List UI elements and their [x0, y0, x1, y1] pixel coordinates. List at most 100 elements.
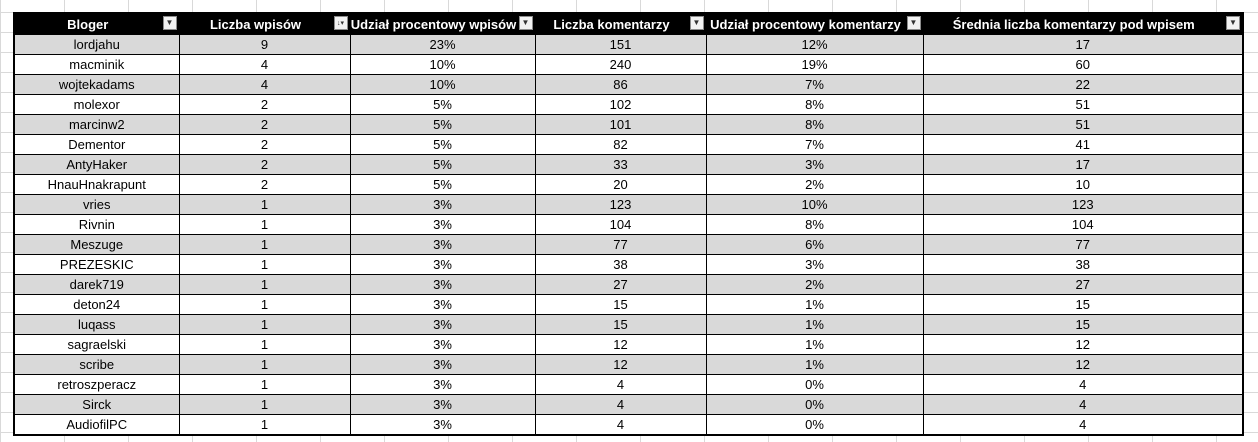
cell-liczba-wpisow[interactable]: 1: [179, 234, 351, 255]
column-header-liczba-wpisow[interactable]: Liczba wpisów ↓▾: [179, 13, 351, 35]
cell-udzial-komentarzy[interactable]: 0%: [706, 374, 924, 395]
cell-liczba-komentarzy[interactable]: 101: [535, 114, 707, 135]
cell-bloger[interactable]: Dementor: [14, 134, 180, 155]
cell-udzial-wpisow[interactable]: 5%: [350, 94, 536, 115]
cell-liczba-komentarzy[interactable]: 27: [535, 274, 707, 295]
cell-udzial-wpisow[interactable]: 3%: [350, 294, 536, 315]
cell-udzial-wpisow[interactable]: 3%: [350, 254, 536, 275]
cell-udzial-komentarzy[interactable]: 6%: [706, 234, 924, 255]
cell-liczba-wpisow[interactable]: 1: [179, 374, 351, 395]
cell-liczba-komentarzy[interactable]: 151: [535, 34, 707, 55]
cell-udzial-komentarzy[interactable]: 3%: [706, 254, 924, 275]
cell-bloger[interactable]: Rivnin: [14, 214, 180, 235]
cell-srednia-komentarzy[interactable]: 4: [923, 414, 1244, 436]
cell-liczba-komentarzy[interactable]: 33: [535, 154, 707, 175]
cell-udzial-komentarzy[interactable]: 2%: [706, 174, 924, 195]
cell-bloger[interactable]: retroszperacz: [14, 374, 180, 395]
cell-bloger[interactable]: macminik: [14, 54, 180, 75]
cell-srednia-komentarzy[interactable]: 60: [923, 54, 1244, 75]
cell-udzial-wpisow[interactable]: 3%: [350, 414, 536, 436]
cell-srednia-komentarzy[interactable]: 123: [923, 194, 1244, 215]
cell-udzial-komentarzy[interactable]: 8%: [706, 214, 924, 235]
cell-srednia-komentarzy[interactable]: 12: [923, 354, 1244, 375]
cell-udzial-komentarzy[interactable]: 1%: [706, 294, 924, 315]
cell-srednia-komentarzy[interactable]: 27: [923, 274, 1244, 295]
cell-udzial-wpisow[interactable]: 3%: [350, 274, 536, 295]
cell-udzial-komentarzy[interactable]: 0%: [706, 394, 924, 415]
cell-liczba-wpisow[interactable]: 1: [179, 294, 351, 315]
cell-liczba-wpisow[interactable]: 2: [179, 94, 351, 115]
cell-srednia-komentarzy[interactable]: 17: [923, 34, 1244, 55]
column-header-liczba-komentarzy[interactable]: Liczba komentarzy ▼: [535, 13, 707, 35]
cell-liczba-wpisow[interactable]: 4: [179, 54, 351, 75]
cell-srednia-komentarzy[interactable]: 51: [923, 94, 1244, 115]
cell-liczba-komentarzy[interactable]: 82: [535, 134, 707, 155]
cell-udzial-komentarzy[interactable]: 12%: [706, 34, 924, 55]
cell-udzial-wpisow[interactable]: 3%: [350, 354, 536, 375]
cell-udzial-wpisow[interactable]: 5%: [350, 154, 536, 175]
cell-srednia-komentarzy[interactable]: 4: [923, 394, 1244, 415]
cell-udzial-wpisow[interactable]: 3%: [350, 194, 536, 215]
cell-liczba-wpisow[interactable]: 9: [179, 34, 351, 55]
cell-udzial-komentarzy[interactable]: 1%: [706, 314, 924, 335]
cell-udzial-wpisow[interactable]: 3%: [350, 334, 536, 355]
cell-udzial-wpisow[interactable]: 5%: [350, 134, 536, 155]
cell-srednia-komentarzy[interactable]: 51: [923, 114, 1244, 135]
cell-udzial-wpisow[interactable]: 3%: [350, 394, 536, 415]
filter-dropdown-icon[interactable]: ▼: [518, 16, 533, 30]
cell-bloger[interactable]: deton24: [14, 294, 180, 315]
cell-srednia-komentarzy[interactable]: 12: [923, 334, 1244, 355]
cell-bloger[interactable]: Sirck: [14, 394, 180, 415]
filter-dropdown-icon[interactable]: ▼: [906, 16, 921, 30]
cell-liczba-komentarzy[interactable]: 240: [535, 54, 707, 75]
cell-liczba-wpisow[interactable]: 1: [179, 214, 351, 235]
cell-liczba-komentarzy[interactable]: 20: [535, 174, 707, 195]
cell-udzial-komentarzy[interactable]: 3%: [706, 154, 924, 175]
cell-liczba-komentarzy[interactable]: 12: [535, 354, 707, 375]
cell-srednia-komentarzy[interactable]: 77: [923, 234, 1244, 255]
cell-udzial-wpisow[interactable]: 5%: [350, 174, 536, 195]
cell-bloger[interactable]: wojtekadams: [14, 74, 180, 95]
cell-udzial-komentarzy[interactable]: 10%: [706, 194, 924, 215]
cell-liczba-komentarzy[interactable]: 77: [535, 234, 707, 255]
cell-liczba-komentarzy[interactable]: 86: [535, 74, 707, 95]
cell-liczba-komentarzy[interactable]: 15: [535, 314, 707, 335]
cell-liczba-komentarzy[interactable]: 12: [535, 334, 707, 355]
cell-udzial-komentarzy[interactable]: 7%: [706, 74, 924, 95]
cell-liczba-wpisow[interactable]: 2: [179, 154, 351, 175]
filter-dropdown-icon[interactable]: ▼: [162, 16, 177, 30]
cell-srednia-komentarzy[interactable]: 38: [923, 254, 1244, 275]
column-header-udzial-wpisow[interactable]: Udział procentowy wpisów ▼: [350, 13, 536, 35]
cell-udzial-komentarzy[interactable]: 8%: [706, 114, 924, 135]
cell-udzial-wpisow[interactable]: 23%: [350, 34, 536, 55]
cell-bloger[interactable]: luqass: [14, 314, 180, 335]
cell-liczba-komentarzy[interactable]: 123: [535, 194, 707, 215]
cell-udzial-wpisow[interactable]: 10%: [350, 74, 536, 95]
sort-descending-icon[interactable]: ↓▾: [333, 16, 348, 30]
column-header-bloger[interactable]: Bloger ▼: [14, 13, 180, 35]
cell-liczba-wpisow[interactable]: 2: [179, 114, 351, 135]
cell-udzial-komentarzy[interactable]: 2%: [706, 274, 924, 295]
cell-srednia-komentarzy[interactable]: 15: [923, 294, 1244, 315]
cell-liczba-komentarzy[interactable]: 104: [535, 214, 707, 235]
cell-srednia-komentarzy[interactable]: 41: [923, 134, 1244, 155]
cell-udzial-komentarzy[interactable]: 19%: [706, 54, 924, 75]
cell-udzial-komentarzy[interactable]: 1%: [706, 334, 924, 355]
cell-liczba-wpisow[interactable]: 1: [179, 254, 351, 275]
cell-liczba-komentarzy[interactable]: 102: [535, 94, 707, 115]
cell-udzial-komentarzy[interactable]: 7%: [706, 134, 924, 155]
cell-liczba-wpisow[interactable]: 2: [179, 174, 351, 195]
cell-liczba-wpisow[interactable]: 1: [179, 334, 351, 355]
cell-bloger[interactable]: Meszuge: [14, 234, 180, 255]
cell-bloger[interactable]: lordjahu: [14, 34, 180, 55]
filter-dropdown-icon[interactable]: ▼: [689, 16, 704, 30]
column-header-udzial-komentarzy[interactable]: Udział procentowy komentarzy ▼: [706, 13, 924, 35]
cell-liczba-komentarzy[interactable]: 4: [535, 394, 707, 415]
cell-bloger[interactable]: molexor: [14, 94, 180, 115]
cell-liczba-wpisow[interactable]: 4: [179, 74, 351, 95]
cell-bloger[interactable]: vries: [14, 194, 180, 215]
cell-srednia-komentarzy[interactable]: 104: [923, 214, 1244, 235]
cell-udzial-wpisow[interactable]: 5%: [350, 114, 536, 135]
cell-liczba-wpisow[interactable]: 1: [179, 394, 351, 415]
cell-liczba-wpisow[interactable]: 1: [179, 414, 351, 436]
